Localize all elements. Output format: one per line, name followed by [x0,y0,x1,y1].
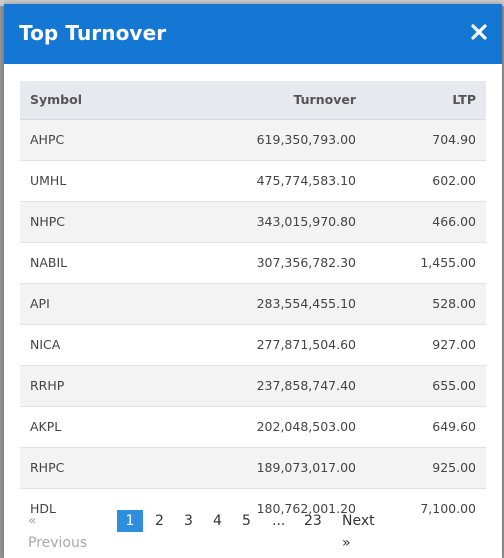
cell-turnover: 277,871,504.60 [181,323,356,365]
cell-symbol: NHPC [20,200,181,242]
column-header-turnover[interactable]: Turnover [181,81,356,120]
cell-turnover: 202,048,503.00 [181,405,356,447]
cell-ltp: 528.00 [356,282,486,324]
top-turnover-modal: Top Turnover Symbol Turnover LTP AHPC 61… [4,4,502,558]
cell-ltp: 655.00 [356,364,486,406]
cell-ltp: 7,100.00 [356,487,486,529]
cell-ltp: 927.00 [356,323,486,365]
cell-ltp: 466.00 [356,200,486,242]
pagination-page-3[interactable]: 3 [184,513,193,529]
cell-turnover: 237,858,747.40 [181,364,356,406]
cell-turnover: 283,554,455.10 [181,282,356,324]
cell-symbol: RRHP [20,364,181,406]
pagination-page-5[interactable]: 5 [242,513,251,529]
table-row[interactable]: UMHL 475,774,583.10 602.00 [20,159,486,201]
pagination-page-2[interactable]: 2 [155,513,164,529]
modal-header: Top Turnover [4,4,502,64]
cell-symbol: API [20,282,181,324]
table-row[interactable]: RHPC 189,073,017.00 925.00 [20,446,486,488]
pagination-page-23[interactable]: 23 [304,513,322,529]
table-row[interactable]: NABIL 307,356,782.30 1,455.00 [20,241,486,283]
turnover-table-container: Symbol Turnover LTP AHPC 619,350,793.00 … [20,81,486,529]
cell-turnover: 189,073,017.00 [181,446,356,488]
table-row[interactable]: RRHP 237,858,747.40 655.00 [20,364,486,406]
cell-ltp: 1,455.00 [356,241,486,283]
table-row[interactable]: API 283,554,455.10 528.00 [20,282,486,324]
cell-symbol: NABIL [20,241,181,283]
turnover-table: Symbol Turnover LTP AHPC 619,350,793.00 … [20,81,486,529]
column-header-symbol[interactable]: Symbol [20,81,181,120]
cell-turnover: 619,350,793.00 [181,118,356,160]
table-row[interactable]: HDL 180,762,001.20 7,100.00 [20,487,486,529]
table-row[interactable]: NHPC 343,015,970.80 466.00 [20,200,486,242]
pagination-previous: « Previous [28,513,88,551]
pagination-ellipsis: ... [272,513,286,529]
cell-symbol: RHPC [20,446,181,488]
cell-ltp: 649.60 [356,405,486,447]
pagination-page-1[interactable]: 1 [117,510,143,532]
pagination-next[interactable]: Next » [342,513,375,551]
cell-turnover: 475,774,583.10 [181,159,356,201]
cell-symbol: HDL [20,487,181,529]
close-button[interactable] [470,23,488,41]
cell-symbol: NICA [20,323,181,365]
cell-ltp: 602.00 [356,159,486,201]
close-icon [471,24,487,40]
cell-ltp: 704.90 [356,118,486,160]
column-header-ltp[interactable]: LTP [356,81,486,120]
table-header-row: Symbol Turnover LTP [20,81,486,120]
cell-turnover: 180,762,001.20 [181,487,356,529]
table-row[interactable]: AHPC 619,350,793.00 704.90 [20,118,486,160]
cell-ltp: 925.00 [356,446,486,488]
cell-symbol: AHPC [20,118,181,160]
cell-turnover: 343,015,970.80 [181,200,356,242]
table-row[interactable]: NICA 277,871,504.60 927.00 [20,323,486,365]
cell-symbol: AKPL [20,405,181,447]
table-row[interactable]: AKPL 202,048,503.00 649.60 [20,405,486,447]
pagination-page-4[interactable]: 4 [213,513,222,529]
cell-turnover: 307,356,782.30 [181,241,356,283]
page-backdrop [0,0,504,6]
modal-title: Top Turnover [19,21,167,45]
cell-symbol: UMHL [20,159,181,201]
